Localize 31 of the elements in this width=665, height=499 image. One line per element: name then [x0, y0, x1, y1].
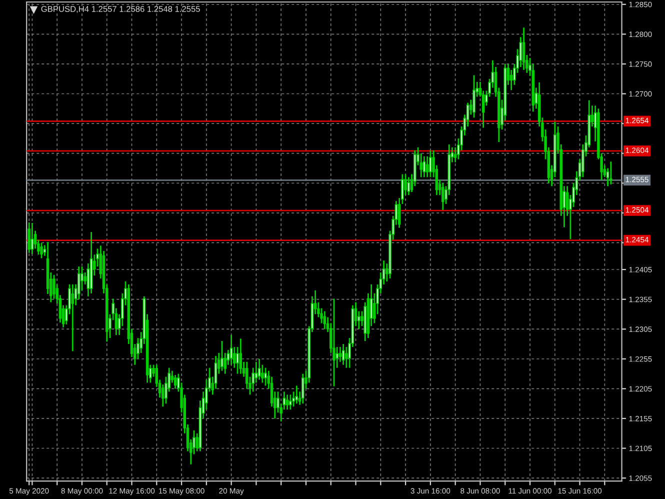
candlestick	[301, 373, 304, 404]
candlestick	[174, 374, 177, 390]
candlestick	[52, 274, 56, 300]
candlestick	[286, 394, 289, 410]
candlestick	[323, 310, 326, 330]
candlestick	[407, 176, 410, 196]
candlestick	[236, 346, 239, 374]
candlestick	[332, 298, 336, 387]
candlestick	[336, 346, 338, 369]
candlestick	[441, 182, 444, 211]
candlestick	[264, 367, 267, 386]
candlestick	[80, 266, 84, 292]
candlestick	[345, 346, 348, 369]
candlestick	[258, 358, 261, 380]
candlestick	[404, 173, 407, 196]
candlestick	[239, 338, 242, 374]
candlestick	[161, 384, 164, 408]
candlestick	[84, 272, 86, 286]
chart-title: GBPUSD,H4 1.2557 1.2586 1.2548 1.2555	[41, 6, 200, 13]
candlestick	[429, 150, 432, 178]
candlestick	[71, 284, 74, 352]
candlestick	[472, 74, 476, 118]
candlestick	[220, 340, 224, 372]
candlestick	[30, 222, 34, 255]
candlestick	[342, 343, 345, 366]
candlestick	[40, 242, 43, 259]
candlestick	[28, 222, 30, 254]
candlestick	[295, 385, 298, 404]
candlestick	[610, 160, 612, 186]
candlestick	[522, 26, 526, 71]
candlestick	[289, 394, 292, 410]
